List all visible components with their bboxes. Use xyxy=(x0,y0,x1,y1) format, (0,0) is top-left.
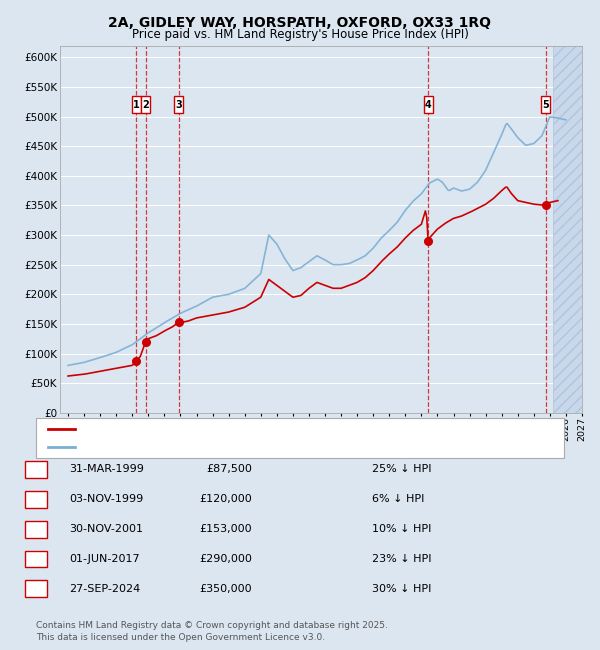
FancyBboxPatch shape xyxy=(541,96,550,113)
Text: 31-MAR-1999: 31-MAR-1999 xyxy=(69,464,144,474)
Text: 30% ↓ HPI: 30% ↓ HPI xyxy=(372,584,431,594)
Text: Contains HM Land Registry data © Crown copyright and database right 2025.
This d: Contains HM Land Registry data © Crown c… xyxy=(36,621,388,642)
Text: 5: 5 xyxy=(542,99,549,110)
Text: 5: 5 xyxy=(32,584,40,594)
Text: £120,000: £120,000 xyxy=(199,494,252,504)
FancyBboxPatch shape xyxy=(175,96,183,113)
Text: 3: 3 xyxy=(175,99,182,110)
Text: 6% ↓ HPI: 6% ↓ HPI xyxy=(372,494,424,504)
Text: 4: 4 xyxy=(32,554,40,564)
FancyBboxPatch shape xyxy=(141,96,150,113)
Text: £290,000: £290,000 xyxy=(199,554,252,564)
Text: 2: 2 xyxy=(142,99,149,110)
Text: 30-NOV-2001: 30-NOV-2001 xyxy=(69,524,143,534)
Text: Price paid vs. HM Land Registry's House Price Index (HPI): Price paid vs. HM Land Registry's House … xyxy=(131,28,469,41)
Text: HPI: Average price, semi-detached house, South Oxfordshire: HPI: Average price, semi-detached house,… xyxy=(81,442,397,452)
Text: 23% ↓ HPI: 23% ↓ HPI xyxy=(372,554,431,564)
Text: 2A, GIDLEY WAY, HORSPATH, OXFORD, OX33 1RQ (semi-detached house): 2A, GIDLEY WAY, HORSPATH, OXFORD, OX33 1… xyxy=(81,424,461,434)
Text: 3: 3 xyxy=(32,524,40,534)
Text: 03-NOV-1999: 03-NOV-1999 xyxy=(69,494,143,504)
Text: £87,500: £87,500 xyxy=(206,464,252,474)
Text: £153,000: £153,000 xyxy=(199,524,252,534)
FancyBboxPatch shape xyxy=(424,96,433,113)
Text: 01-JUN-2017: 01-JUN-2017 xyxy=(69,554,140,564)
FancyBboxPatch shape xyxy=(132,96,141,113)
Text: 25% ↓ HPI: 25% ↓ HPI xyxy=(372,464,431,474)
Text: 1: 1 xyxy=(32,464,40,474)
Text: 1: 1 xyxy=(133,99,140,110)
Bar xyxy=(553,46,582,413)
Text: 4: 4 xyxy=(425,99,431,110)
Text: £350,000: £350,000 xyxy=(199,584,252,594)
Text: 27-SEP-2024: 27-SEP-2024 xyxy=(69,584,140,594)
Text: 2: 2 xyxy=(32,494,40,504)
Text: 10% ↓ HPI: 10% ↓ HPI xyxy=(372,524,431,534)
Text: 2A, GIDLEY WAY, HORSPATH, OXFORD, OX33 1RQ: 2A, GIDLEY WAY, HORSPATH, OXFORD, OX33 1… xyxy=(109,16,491,31)
